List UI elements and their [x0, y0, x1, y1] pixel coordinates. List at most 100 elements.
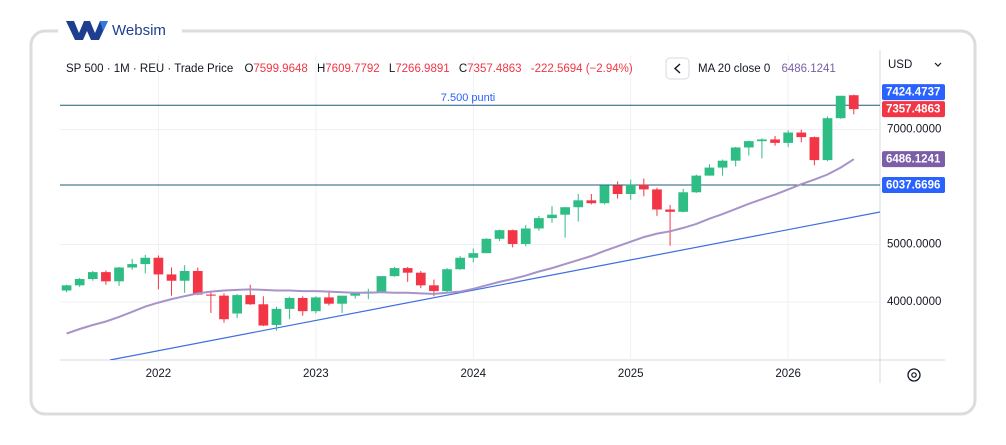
x-tick-label: 2022 [146, 368, 172, 380]
candle-body [625, 184, 636, 195]
x-tick-label: 2024 [460, 368, 486, 380]
candle-body [284, 297, 295, 309]
grid [60, 55, 880, 360]
candle-body [678, 192, 689, 212]
candle-body [232, 295, 242, 314]
ohlc-letter: H [317, 63, 325, 75]
ma-name: MA 20 close 0 [698, 63, 770, 75]
brand: Websim [112, 22, 166, 39]
change: -222.5694 (−2.94%) [531, 63, 633, 75]
candle-body [534, 218, 544, 229]
candle-body [481, 238, 492, 254]
candle-body [468, 253, 479, 258]
candle-body [376, 276, 387, 292]
candle-body [61, 285, 72, 291]
candle-body [796, 132, 807, 138]
candle-body [271, 308, 282, 325]
candle-body [127, 264, 138, 268]
ma-value: 6486.1241 [781, 63, 835, 75]
ma-legend: MA 20 close 0 6486.1241 [698, 63, 836, 75]
price-label: 6486.1241 [886, 154, 941, 166]
candle-body [835, 95, 846, 119]
candle-body [140, 257, 151, 265]
price-label: 7424.4737 [886, 87, 940, 99]
y-tick-label: 7000.0000 [887, 124, 941, 136]
x-tick-label: 2023 [303, 368, 329, 380]
candle-body [114, 267, 124, 282]
candle-body [612, 185, 623, 195]
ohlc-value: 7266.9891 [395, 63, 449, 75]
candle-body [652, 189, 662, 210]
price-label-bg [882, 84, 945, 101]
candle-body [822, 118, 833, 161]
candle-body [599, 185, 610, 204]
y-tick-label: 5000.0000 [887, 239, 941, 251]
candle-body [848, 95, 859, 110]
candle-body [560, 207, 570, 215]
candle-body [337, 295, 347, 304]
candle-body [219, 295, 229, 320]
ohlc-letter: L [389, 63, 396, 75]
x-tick-label: 2025 [618, 368, 644, 380]
candle-body [547, 214, 557, 219]
candle-body [638, 184, 649, 190]
candle-body [245, 295, 256, 305]
price-label: 7357.4863 [886, 104, 940, 116]
candle-body [455, 257, 466, 270]
candle-body [442, 269, 452, 292]
candle-body [166, 274, 177, 281]
candle-body [153, 257, 164, 275]
candle-body [74, 279, 85, 286]
line-label: 7.500 punti [441, 92, 495, 104]
candle-body [507, 230, 518, 244]
candle-body [206, 294, 216, 296]
candle-body [704, 167, 715, 176]
candle-body [324, 297, 334, 304]
candle-body [783, 132, 794, 143]
price-label-bg [882, 151, 945, 168]
candle-body [192, 270, 203, 295]
ohlc-value: 7599.9648 [253, 63, 307, 75]
candle-body [258, 304, 269, 326]
candle-body [350, 292, 361, 296]
candle-body [573, 200, 584, 208]
candle-body [415, 272, 426, 286]
candle-body [310, 297, 321, 312]
candle-body [297, 297, 308, 312]
plot [60, 94, 880, 335]
logo-icon [66, 21, 108, 40]
candle-body [179, 270, 190, 281]
candle-body [770, 139, 780, 143]
candle-body [402, 268, 413, 273]
candle-body [389, 268, 400, 277]
price-label: 6037.6696 [886, 179, 940, 191]
y-tick-label: 4000.0000 [887, 296, 941, 308]
ohlc-value: 7609.7792 [325, 63, 379, 75]
frame [29, 29, 977, 416]
candle-body [809, 137, 820, 161]
candle-body [730, 147, 741, 161]
settings-icon[interactable] [907, 368, 921, 382]
currency[interactable]: USD [888, 59, 912, 71]
ohlc-letter: C [459, 63, 467, 75]
candle-body [691, 175, 702, 193]
currency-chevron [934, 62, 942, 67]
candle-body [665, 209, 675, 212]
candle-body [429, 285, 439, 292]
candle-body [494, 230, 505, 239]
candle-body [743, 141, 754, 148]
candle-body [586, 200, 597, 204]
chevron-left [673, 63, 681, 74]
collapse-button[interactable] [665, 57, 690, 80]
symbol-info: SP 500 · 1M · REU · Trade Price [66, 63, 233, 75]
x-tick-label: 2026 [775, 368, 801, 380]
price-label-bg [882, 101, 945, 118]
candle-body [717, 160, 728, 168]
candle-body [87, 272, 98, 280]
ohlc-letter: O [244, 63, 253, 75]
candle-body [520, 228, 531, 244]
overlay: 4000.0000 5000.0000 7000.0000 2022 2023 2024 2… [146, 84, 945, 380]
price-label-bg [882, 176, 945, 193]
candle-body [757, 139, 767, 142]
